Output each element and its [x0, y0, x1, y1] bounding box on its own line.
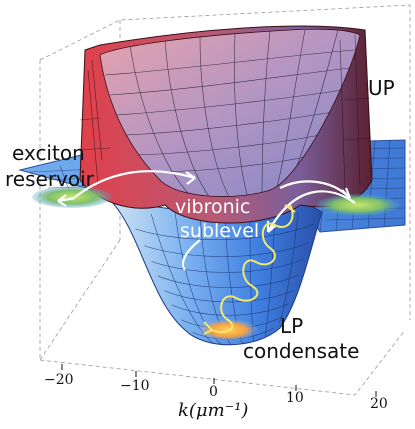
label-exciton: exciton [12, 141, 85, 165]
tick-label-0: 0 [209, 384, 218, 400]
axis-title: k(μm⁻¹) [178, 400, 248, 421]
label-reservoir: reservoir [5, 167, 95, 191]
tick-label-neg20: −20 [44, 372, 74, 388]
label-vibronic: vibronic [175, 196, 250, 218]
tick-label-neg10: −10 [120, 378, 150, 394]
reservoir-glow-right [316, 194, 400, 216]
lp-surface [108, 199, 323, 346]
emission-wave [203, 204, 296, 335]
reservoir-glow-left [32, 186, 112, 208]
axis-ticks [61, 364, 377, 397]
label-sublevel: sublevel [180, 220, 259, 242]
label-condensate: condensate [243, 339, 359, 363]
relaxation-arrows [57, 170, 356, 271]
label-lp: LP [280, 314, 303, 338]
tick-label-20: 20 [370, 396, 388, 412]
up-surface [79, 25, 373, 224]
tick-label-10: 10 [286, 390, 304, 406]
label-up: UP [368, 76, 395, 100]
